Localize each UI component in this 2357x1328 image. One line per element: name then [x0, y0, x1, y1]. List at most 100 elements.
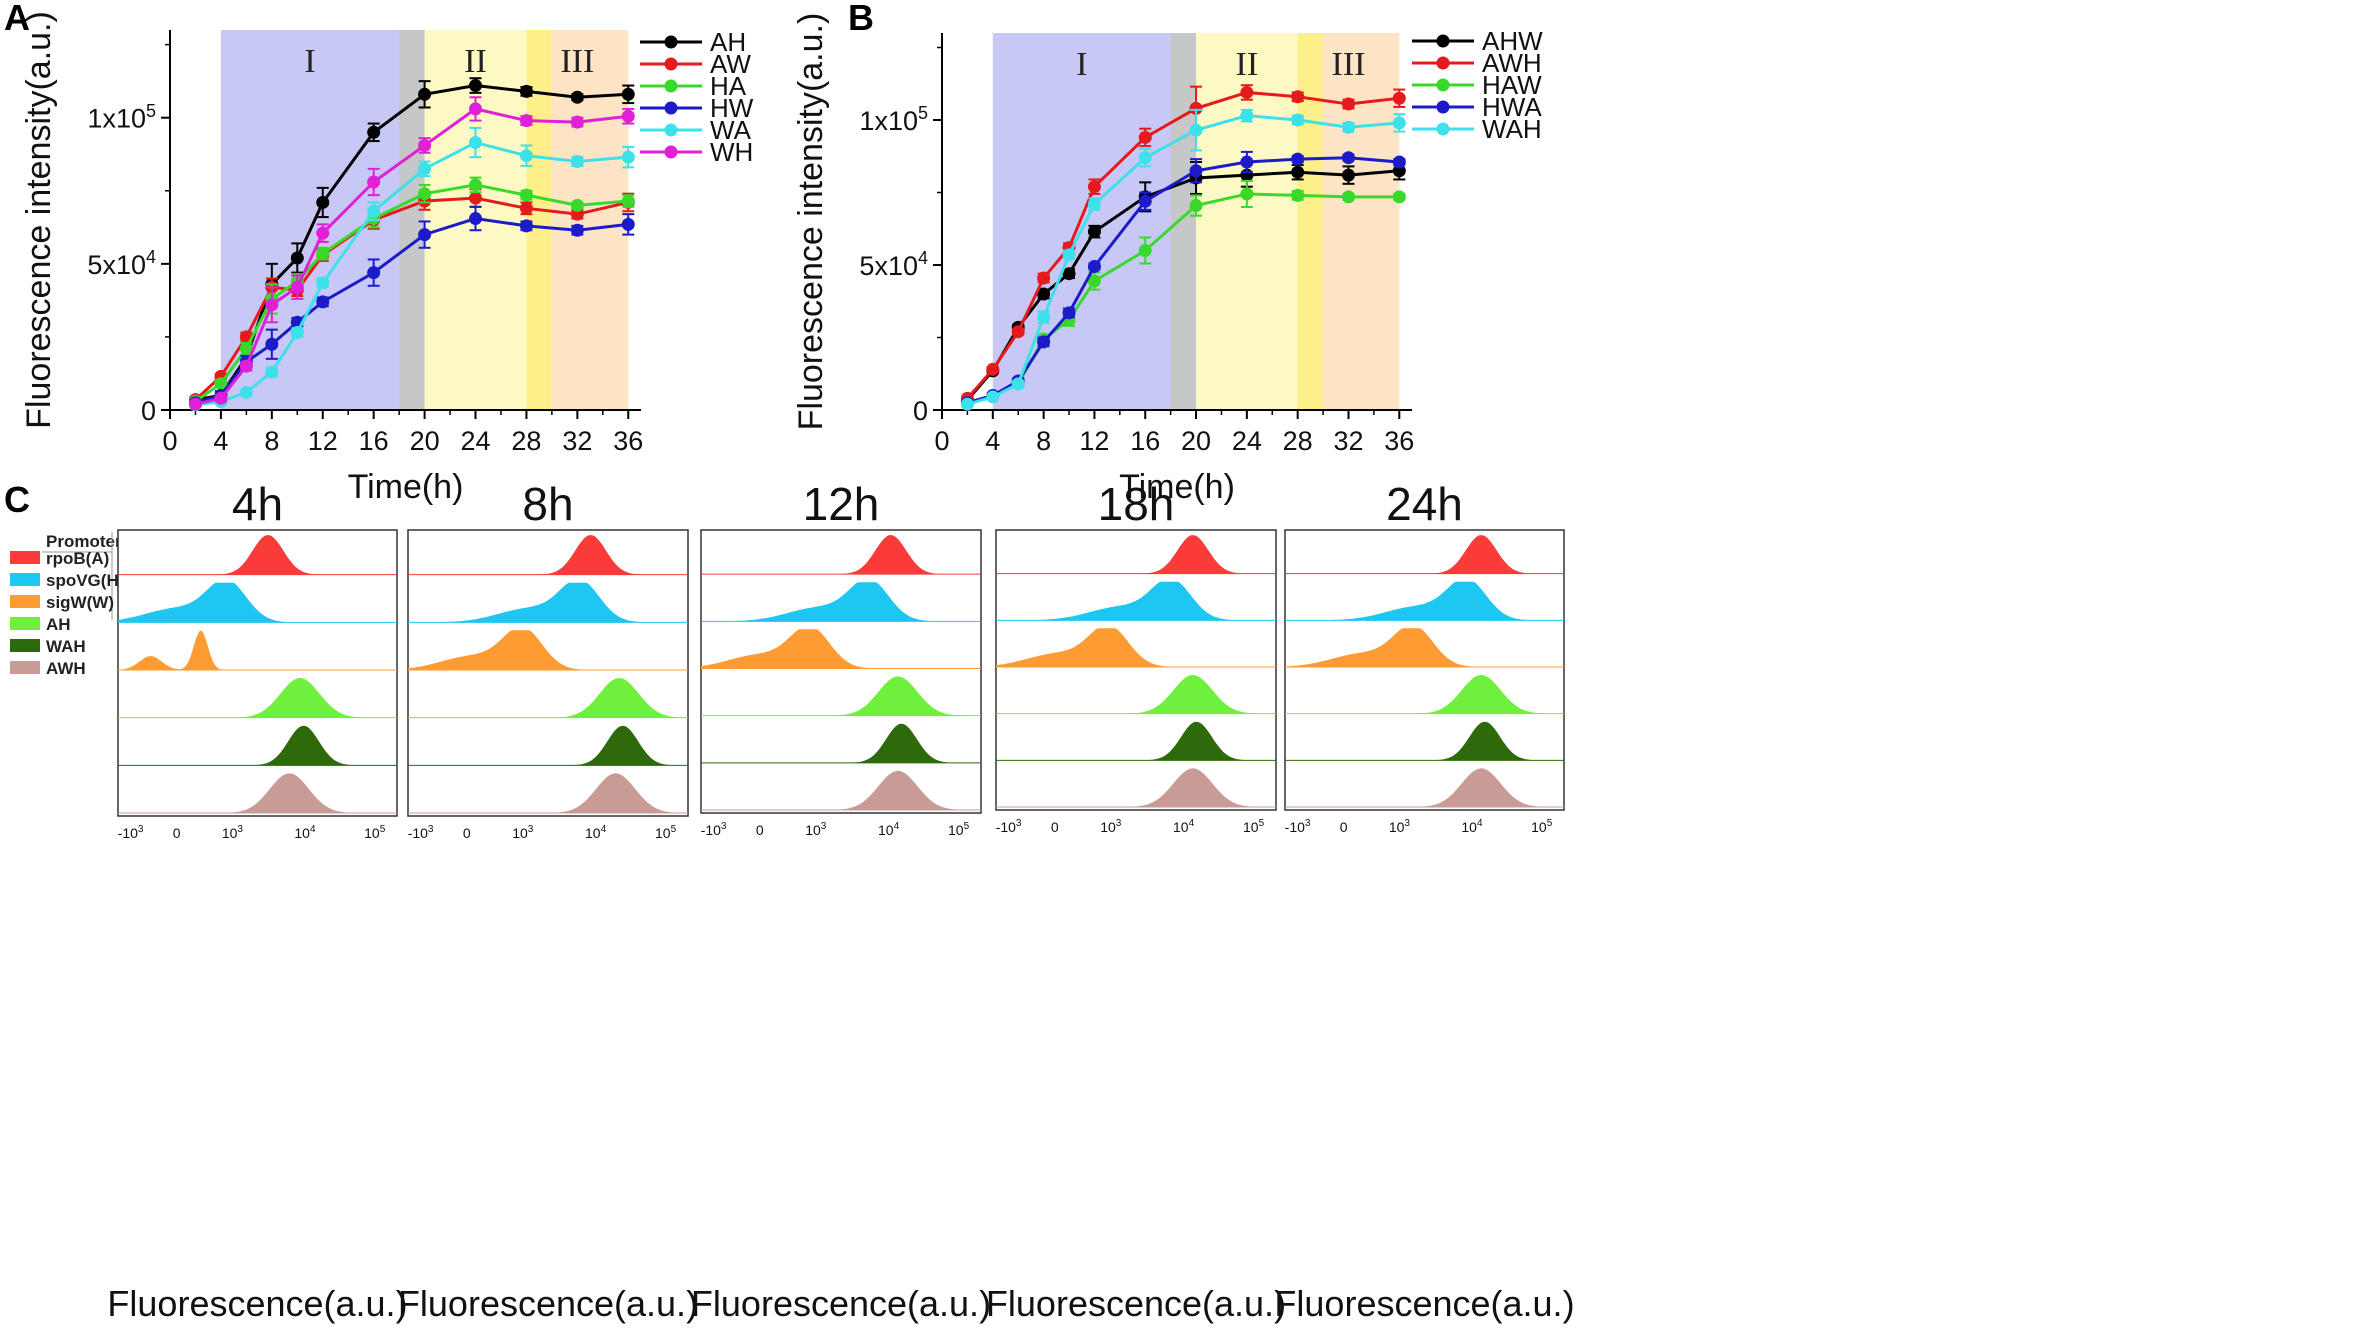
data-point — [1087, 274, 1101, 288]
histogram-sigww — [701, 629, 981, 669]
x-tick-label: 4 — [985, 426, 1000, 456]
histogram-ah — [118, 678, 397, 718]
legend-item: WAH — [46, 637, 86, 656]
panel-letter: B — [848, 0, 874, 38]
histogram-frame — [700, 529, 982, 814]
flow-tick-label: 104 — [294, 824, 316, 841]
legend-swatch — [10, 617, 40, 630]
data-point — [1392, 190, 1406, 204]
data-point — [367, 125, 381, 139]
legend-marker — [664, 101, 678, 115]
data-point — [1341, 97, 1355, 111]
data-point — [1037, 271, 1051, 285]
data-point — [960, 397, 974, 411]
x-tick-label: 8 — [264, 426, 279, 456]
data-point — [570, 115, 584, 129]
legend-swatch — [10, 573, 40, 586]
histogram-ah — [1285, 675, 1564, 714]
flow-tick-label: 105 — [364, 824, 386, 841]
data-point — [1138, 151, 1152, 165]
timepoint-title: 8h — [522, 478, 573, 530]
region-band — [992, 33, 1197, 410]
legend-label: HA — [710, 71, 747, 101]
data-point — [239, 385, 253, 399]
x-axis-title: Time(h) — [348, 468, 464, 506]
flow-tick-label: -103 — [1285, 818, 1311, 835]
y-tick-label: 5x104 — [859, 248, 928, 281]
legend-marker — [664, 79, 678, 93]
x-axis-title: Time(h) — [1119, 468, 1235, 506]
y-axis-title: Fluorescence intensity(a.u.) — [792, 13, 830, 431]
y-tick-label: 1x105 — [87, 101, 156, 134]
flow-tick-label: 0 — [1340, 819, 1348, 835]
flow-tick-label: 103 — [1100, 818, 1122, 835]
y-axis-title: Fluorescence intensity(a.u.) — [20, 11, 58, 429]
histogram-spovgh — [408, 582, 688, 623]
data-point — [1392, 116, 1406, 130]
x-tick-label: 16 — [1130, 426, 1160, 456]
data-point — [1240, 155, 1254, 169]
x-tick-label: 8 — [1036, 426, 1051, 456]
histogram-ah — [996, 675, 1276, 714]
data-point — [188, 397, 202, 411]
histogram-sigww — [996, 628, 1276, 667]
data-point — [1037, 287, 1051, 301]
histogram-spovgh — [996, 581, 1276, 621]
data-point — [1392, 155, 1406, 169]
panel-letter: A — [4, 0, 30, 38]
region-band — [1323, 33, 1400, 410]
timepoint-title: 12h — [803, 478, 880, 530]
data-point — [986, 362, 1000, 376]
legend-marker — [1436, 78, 1450, 92]
histogram-frame — [117, 529, 398, 817]
data-point — [1341, 168, 1355, 182]
histogram-rpoba — [1285, 535, 1564, 574]
flow-tick-label: 105 — [1531, 818, 1553, 835]
histogram-spovgh — [118, 582, 397, 623]
data-point — [1291, 152, 1305, 166]
flow-panel-24h: 24h -103 0 103 104 105 Fluorescence(a.u.) — [1274, 478, 1574, 1324]
x-tick-label: 20 — [1181, 426, 1211, 456]
histogram-awh — [408, 773, 688, 813]
legend-label: WA — [710, 115, 752, 145]
x-tick-label: 12 — [308, 426, 338, 456]
data-point — [1392, 91, 1406, 105]
timepoint-title: 18h — [1098, 478, 1175, 530]
flow-tick-label: 103 — [805, 821, 827, 838]
x-tick-label: 24 — [460, 426, 490, 456]
data-point — [519, 149, 533, 163]
data-point — [570, 223, 584, 237]
y-tick-label: 1x105 — [859, 103, 928, 136]
data-point — [367, 266, 381, 280]
flow-tick-label: -103 — [408, 824, 434, 841]
histogram-sigww — [408, 630, 688, 670]
data-point — [469, 191, 483, 205]
x-tick-label: 12 — [1079, 426, 1109, 456]
data-point — [1291, 113, 1305, 127]
histogram-spovgh — [701, 582, 981, 622]
histogram-awh — [701, 770, 981, 810]
x-tick-label: 0 — [934, 426, 949, 456]
data-point — [418, 138, 432, 152]
data-point — [239, 342, 253, 356]
data-point — [1087, 180, 1101, 194]
legend-title: Promoter — [46, 532, 122, 551]
flow-tick-label: 104 — [878, 821, 900, 838]
histogram-awh — [118, 773, 397, 813]
data-point — [1062, 306, 1076, 320]
flow-tick-label: 0 — [463, 825, 471, 841]
data-point — [418, 228, 432, 242]
flow-tick-label: 0 — [756, 822, 764, 838]
data-point — [519, 219, 533, 233]
x-tick-label: 4 — [213, 426, 228, 456]
legend-item: AH — [46, 615, 71, 634]
flow-tick-label: -103 — [996, 818, 1022, 835]
legend-marker — [664, 145, 678, 159]
data-point — [570, 198, 584, 212]
x-tick-label: 32 — [562, 426, 592, 456]
region-label-ii: II — [1236, 46, 1259, 83]
region-label-i: I — [1076, 46, 1087, 83]
histogram-rpoba — [996, 535, 1276, 574]
